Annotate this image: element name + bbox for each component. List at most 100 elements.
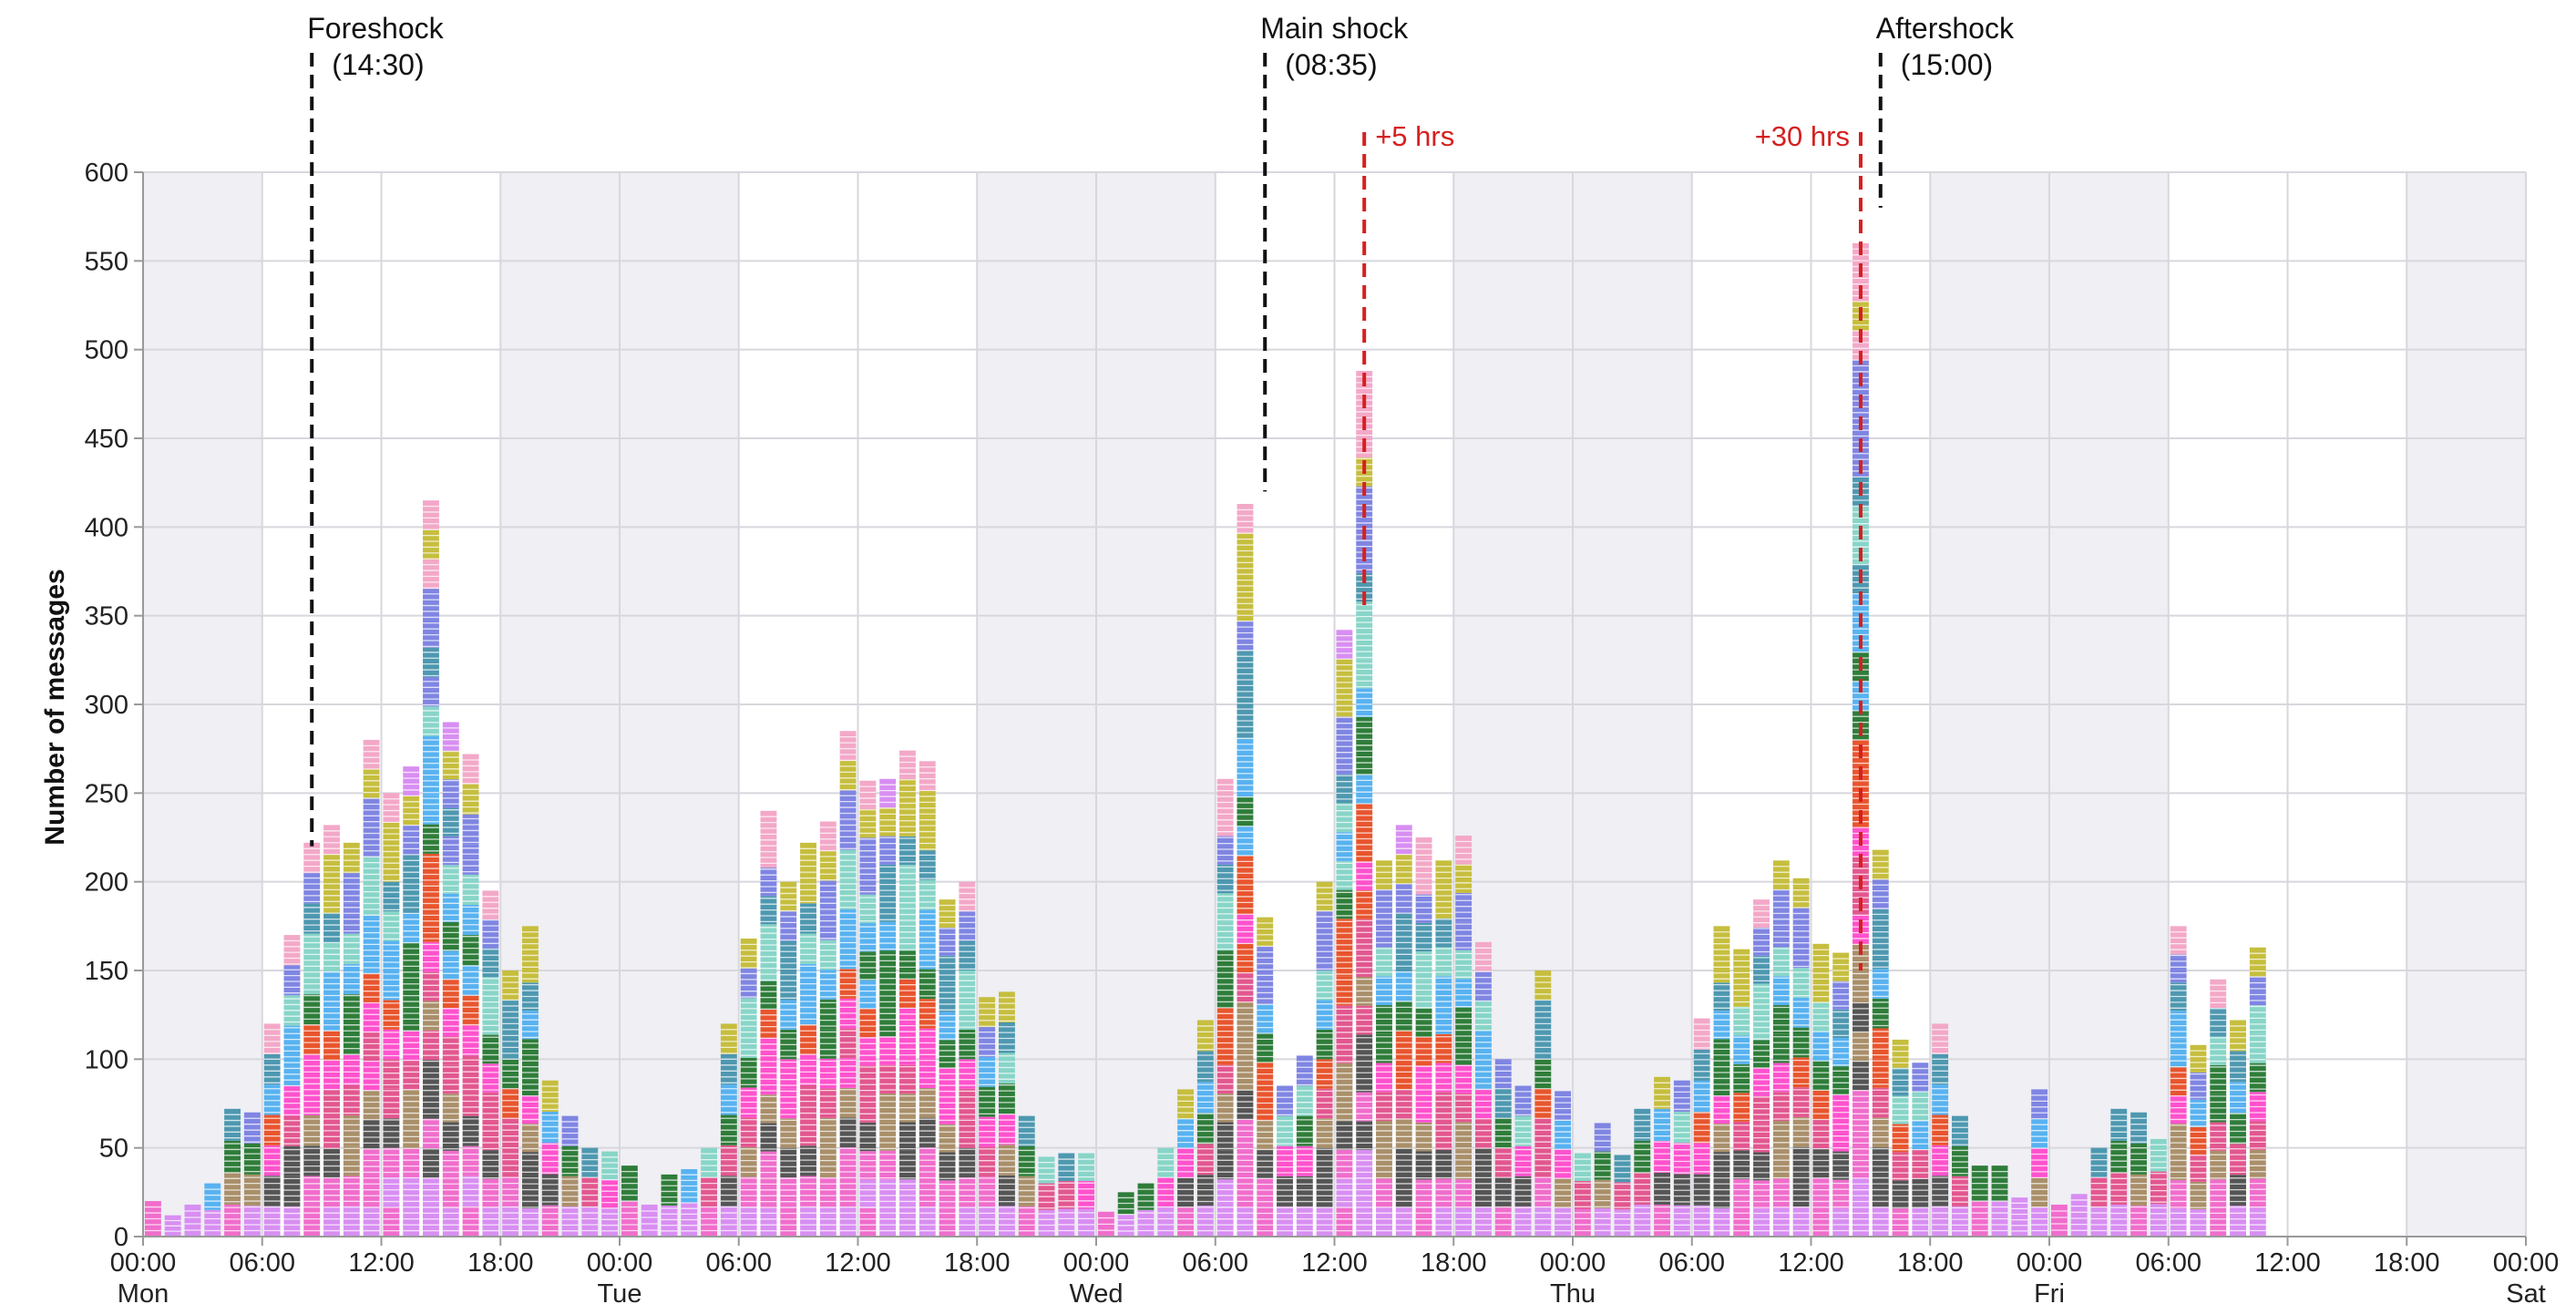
- bar-segment: [1336, 832, 1353, 861]
- bar-segment: [1216, 1150, 1234, 1180]
- bar-segment: [1812, 1090, 1830, 1120]
- bar-segment: [1395, 1206, 1412, 1237]
- bar-segment: [1296, 1206, 1313, 1237]
- bar-segment: [1257, 1004, 1274, 1034]
- bar-segment: [1395, 825, 1412, 855]
- bar: [1792, 878, 1810, 1237]
- bar-segment: [1733, 1035, 1750, 1064]
- bar-segment: [780, 881, 797, 912]
- bar-segment: [720, 1145, 737, 1176]
- bar-segment: [959, 1206, 976, 1237]
- bar-segment: [1395, 1060, 1412, 1090]
- bar-segment: [1237, 1031, 1254, 1062]
- bar-segment: [403, 1031, 420, 1061]
- bar-segment: [999, 1206, 1015, 1237]
- bar-segment: [1812, 1061, 1830, 1091]
- bar-segment: [1693, 1112, 1710, 1144]
- bar: [1356, 371, 1373, 1237]
- bar-segment: [1733, 1121, 1750, 1151]
- bar-segment: [1177, 1177, 1194, 1207]
- bar-segment: [999, 1022, 1015, 1053]
- bar-segment: [1177, 1089, 1194, 1119]
- bar-segment: [1356, 1178, 1373, 1208]
- bar: [740, 938, 757, 1237]
- bar-segment: [442, 1064, 459, 1094]
- bar-segment: [1514, 1206, 1532, 1237]
- bar-segment: [800, 903, 816, 934]
- bar-segment: [403, 854, 420, 885]
- bar-segment: [1772, 1207, 1790, 1237]
- bar-segment: [1494, 1147, 1512, 1178]
- bar-segment: [1216, 921, 1234, 951]
- bar-segment: [1852, 768, 1869, 799]
- bar-segment: [839, 731, 857, 761]
- bar-segment: [561, 1176, 579, 1206]
- bar-segment: [1534, 1059, 1552, 1089]
- bar-segment: [979, 997, 996, 1028]
- bar-segment: [819, 851, 836, 881]
- bar-segment: [1058, 1208, 1075, 1237]
- bar-segment: [859, 837, 877, 867]
- bar: [1673, 1080, 1690, 1237]
- bar-segment: [403, 971, 420, 1002]
- bar-segment: [1216, 979, 1234, 1008]
- bar-segment: [403, 1177, 420, 1207]
- bar-segment: [1713, 926, 1730, 955]
- bar-segment: [1257, 975, 1274, 1005]
- bar-segment: [1316, 1206, 1333, 1237]
- bar-segment: [263, 1206, 281, 1237]
- bar-segment: [859, 923, 877, 952]
- bar-segment: [363, 827, 380, 857]
- bar: [1018, 1115, 1035, 1237]
- bar-segment: [819, 970, 836, 1000]
- bar-segment: [1654, 1204, 1670, 1237]
- bar-segment: [442, 865, 459, 894]
- bar-segment: [1852, 1148, 1869, 1178]
- bar-segment: [323, 1118, 340, 1149]
- bar-segment: [1376, 1178, 1392, 1208]
- bar-segment: [1018, 1206, 1035, 1237]
- bar-segment: [522, 1011, 539, 1040]
- bar-segment: [879, 1064, 897, 1094]
- bar-segment: [1614, 1209, 1631, 1237]
- bar: [959, 881, 976, 1237]
- bar-segment: [1435, 1092, 1452, 1122]
- bar-segment: [1376, 860, 1392, 890]
- bar-segment: [343, 1145, 360, 1176]
- bar-segment: [442, 979, 459, 1009]
- bar-segment: [919, 909, 936, 939]
- bar-segment: [1415, 837, 1432, 867]
- bar: [1574, 1153, 1591, 1237]
- bar-segment: [1832, 1123, 1850, 1152]
- bar-segment: [1316, 911, 1333, 941]
- bar: [859, 780, 877, 1237]
- bar-segment: [1614, 1155, 1631, 1183]
- bar-segment: [522, 1095, 539, 1124]
- bar-segment: [859, 1065, 877, 1094]
- bar-segment: [462, 1176, 479, 1206]
- bar-segment: [1494, 1118, 1512, 1148]
- bar-segment: [1654, 1076, 1670, 1109]
- bar-segment: [601, 1151, 619, 1180]
- bar-segment: [1534, 1029, 1552, 1060]
- bar-segment: [462, 965, 479, 996]
- bar-segment: [1316, 1177, 1333, 1207]
- bar: [423, 500, 439, 1237]
- bar-segment: [403, 1060, 420, 1090]
- bar-segment: [1852, 242, 1869, 272]
- bar-segment: [363, 1206, 380, 1237]
- bar-segment: [1435, 889, 1452, 919]
- bar-segment: [1237, 650, 1254, 680]
- bar: [303, 842, 321, 1237]
- bar-segment: [1455, 836, 1473, 865]
- bar-segment: [1832, 1094, 1850, 1124]
- bar-segment: [204, 1183, 221, 1210]
- bar-segment: [482, 890, 499, 920]
- bar-segment: [323, 825, 340, 855]
- bar-segment: [442, 950, 459, 980]
- bar-segment: [323, 942, 340, 972]
- bar: [522, 926, 539, 1237]
- bar-segment: [224, 1140, 241, 1173]
- bar-segment: [601, 1207, 619, 1237]
- bar-segment: [780, 1000, 797, 1030]
